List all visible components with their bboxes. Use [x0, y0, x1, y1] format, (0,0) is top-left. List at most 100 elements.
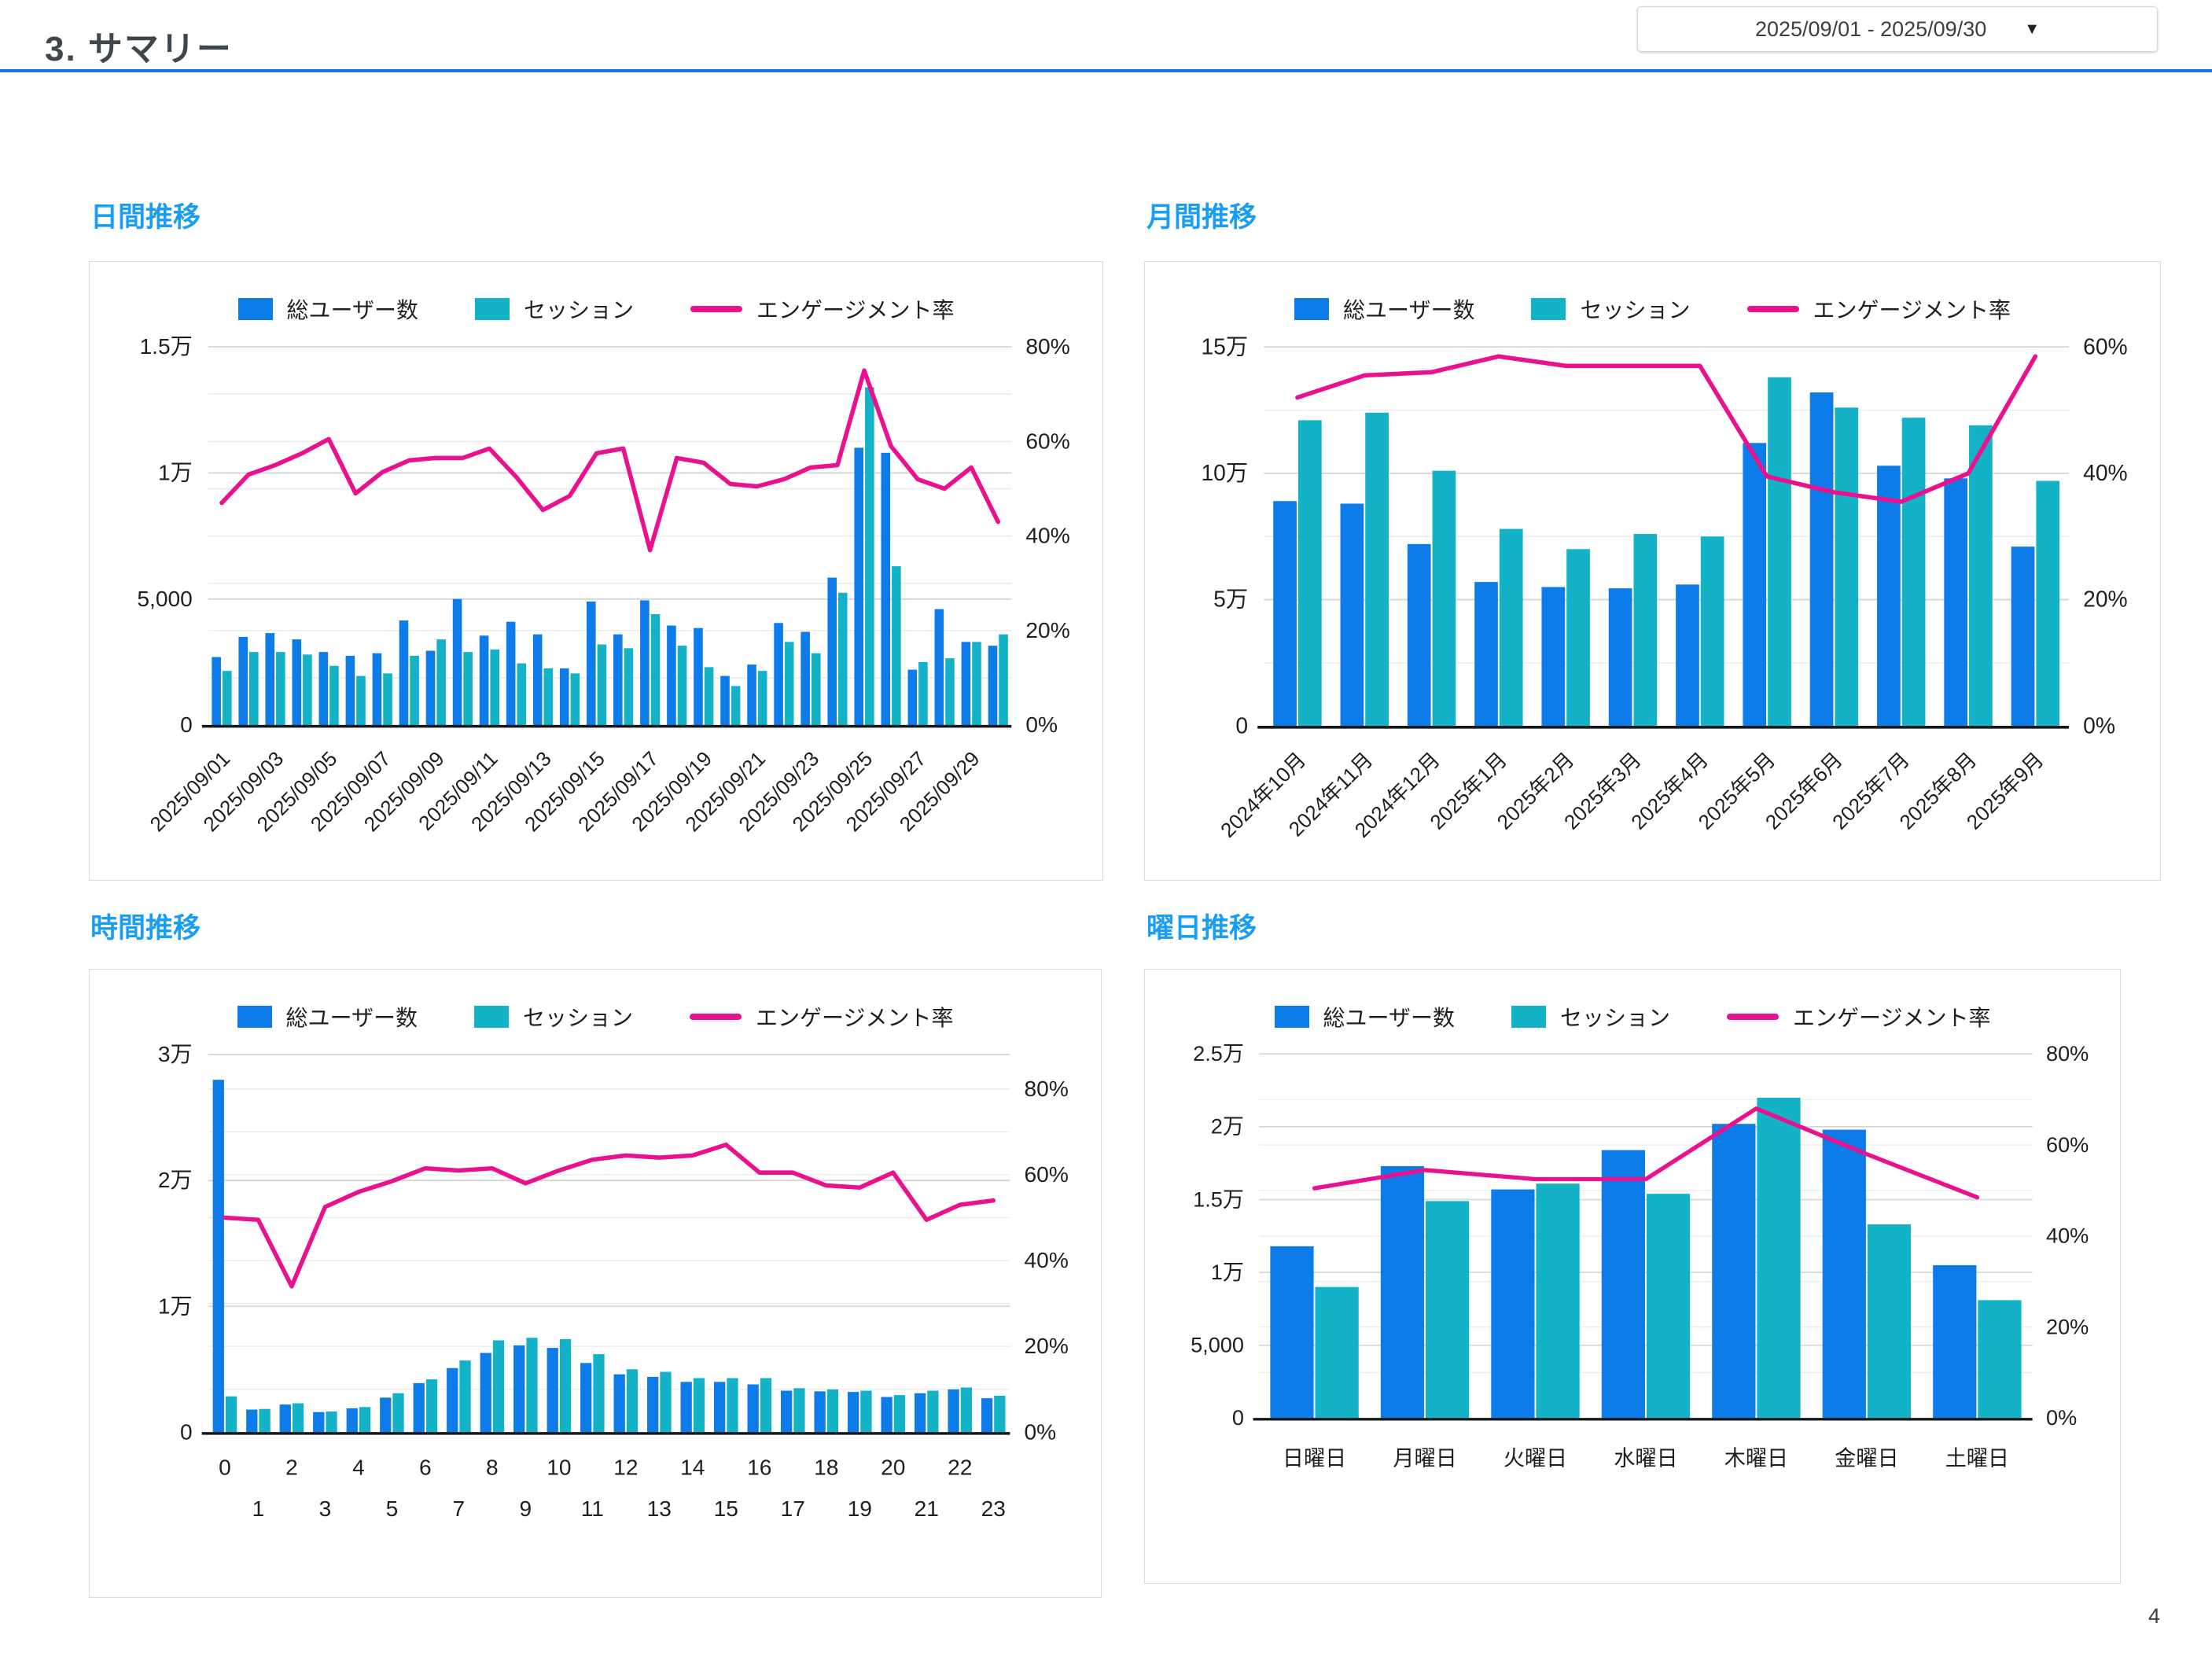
svg-text:13: 13: [647, 1496, 672, 1521]
svg-text:0: 0: [180, 1419, 193, 1444]
legend-label-users: 総ユーザー数: [1323, 1006, 1455, 1030]
svg-text:40%: 40%: [2046, 1224, 2089, 1248]
legend-item-users: 総ユーザー数: [237, 293, 418, 325]
sessions-swatch-icon: [1531, 298, 1566, 320]
hourly-chart-card: 総ユーザー数 セッション エンゲージメント率 0 1万 2万 3万 0% 20% 40% 60…: [89, 969, 1102, 1598]
svg-text:2万: 2万: [1211, 1114, 1244, 1139]
legend-item-sessions: セッション: [1511, 1001, 1670, 1032]
svg-text:11: 11: [581, 1496, 604, 1521]
legend-item-users: 総ユーザー数: [1274, 1001, 1455, 1032]
monthly-chart-card: 総ユーザー数 セッション エンゲージメント率 0 5万 10万 15万 0% 20% 40%…: [1144, 261, 2161, 881]
svg-text:5,000: 5,000: [1191, 1332, 1244, 1356]
legend-label-sessions: セッション: [522, 1006, 633, 1030]
page-title: 3. サマリー: [45, 30, 233, 68]
svg-text:1.5万: 1.5万: [1193, 1187, 1244, 1211]
daily-chart-legend: 総ユーザー数 セッション エンゲージメント率: [90, 292, 1102, 326]
svg-text:6: 6: [419, 1456, 432, 1480]
svg-text:0%: 0%: [1025, 712, 1058, 737]
svg-text:1万: 1万: [1211, 1260, 1244, 1284]
legend-item-users: 総ユーザー数: [237, 1001, 418, 1032]
svg-text:12: 12: [613, 1456, 638, 1480]
svg-text:9: 9: [520, 1496, 532, 1521]
date-range-value: 2025/09/01 - 2025/09/30: [1754, 17, 1987, 41]
date-range-selector[interactable]: 2025/09/01 - 2025/09/30 ▼: [1637, 6, 2158, 52]
legend-label-sessions: セッション: [1580, 298, 1691, 322]
svg-text:80%: 80%: [2046, 1041, 2089, 1066]
legend-item-users: 総ユーザー数: [1294, 293, 1474, 325]
svg-text:18: 18: [814, 1456, 838, 1480]
legend-label-sessions: セッション: [1559, 1006, 1670, 1030]
engagement-line-swatch-icon: [1746, 306, 1799, 312]
legend-label-engagement: エンゲージメント率: [756, 298, 955, 322]
svg-text:0%: 0%: [2046, 1405, 2077, 1430]
svg-text:40%: 40%: [1025, 1248, 1069, 1272]
sessions-swatch-icon: [474, 298, 510, 320]
svg-text:8: 8: [486, 1456, 499, 1480]
svg-text:10万: 10万: [1201, 460, 1248, 485]
chevron-down-icon: ▼: [2024, 20, 2041, 38]
section-title-weekday: 曜日推移: [1146, 913, 1257, 944]
hourly-chart-canvas: 01万2万3万0%20%40%60%80%0123456789101112131…: [158, 1042, 1069, 1521]
svg-text:1.5万: 1.5万: [140, 333, 193, 359]
svg-text:4: 4: [352, 1456, 365, 1480]
header-divider: [0, 69, 2212, 72]
svg-text:20%: 20%: [1025, 1334, 1069, 1358]
svg-text:0%: 0%: [1025, 1419, 1057, 1444]
svg-text:16: 16: [747, 1456, 771, 1480]
svg-text:0: 0: [219, 1456, 231, 1480]
svg-text:20: 20: [881, 1456, 905, 1480]
legend-label-engagement: エンゲージメント率: [756, 1006, 954, 1030]
page-number: 4: [2148, 1604, 2160, 1628]
svg-text:60%: 60%: [1025, 428, 1069, 453]
users-swatch-icon: [237, 298, 273, 320]
svg-text:木曜日: 木曜日: [1724, 1445, 1788, 1470]
sessions-swatch-icon: [473, 1006, 509, 1028]
legend-label-users: 総ユーザー数: [285, 1006, 418, 1030]
users-swatch-icon: [1294, 298, 1330, 320]
svg-text:火曜日: 火曜日: [1503, 1445, 1567, 1470]
svg-text:2万: 2万: [158, 1168, 193, 1192]
svg-text:80%: 80%: [1025, 1077, 1069, 1101]
svg-text:60%: 60%: [2046, 1132, 2089, 1157]
svg-text:20%: 20%: [1025, 617, 1069, 642]
legend-item-engagement: エンゲージメント率: [1746, 293, 2011, 325]
svg-text:5,000: 5,000: [137, 586, 192, 611]
weekday-chart-legend: 総ユーザー数 セッション エンゲージメント率: [1145, 999, 2120, 1034]
daily-chart-canvas: 05,0001万1.5万0%20%40%60%80%2025/09/012025…: [137, 333, 1069, 836]
legend-item-engagement: エンゲージメント率: [690, 1001, 953, 1032]
svg-text:17: 17: [781, 1496, 805, 1521]
engagement-line-swatch-icon: [1727, 1014, 1779, 1020]
svg-text:1万: 1万: [158, 460, 193, 485]
legend-label-sessions: セッション: [523, 298, 634, 322]
svg-text:0: 0: [1232, 1405, 1244, 1430]
svg-text:3: 3: [319, 1496, 332, 1521]
engagement-line-swatch-icon: [690, 1014, 742, 1020]
svg-text:15万: 15万: [1201, 333, 1248, 359]
svg-text:15: 15: [714, 1496, 738, 1521]
daily-chart-card: 総ユーザー数 セッション エンゲージメント率 0 5,000 1万 1.5万 0% 20%…: [89, 261, 1103, 881]
svg-text:40%: 40%: [2083, 460, 2128, 485]
svg-text:5: 5: [386, 1496, 399, 1521]
svg-text:21: 21: [915, 1496, 939, 1521]
legend-item-sessions: セッション: [474, 293, 634, 325]
legend-item-engagement: エンゲージメント率: [1727, 1001, 1990, 1032]
section-title-monthly: 月間推移: [1146, 202, 1257, 233]
svg-text:10: 10: [547, 1456, 571, 1480]
svg-text:20%: 20%: [2083, 587, 2128, 612]
legend-label-engagement: エンゲージメント率: [1813, 298, 2011, 322]
users-swatch-icon: [1274, 1006, 1309, 1028]
legend-label-users: 総ユーザー数: [286, 298, 418, 322]
svg-text:日曜日: 日曜日: [1283, 1445, 1346, 1470]
monthly-chart-legend: 総ユーザー数 セッション エンゲージメント率: [1145, 292, 2160, 326]
svg-text:月曜日: 月曜日: [1393, 1445, 1456, 1470]
legend-item-sessions: セッション: [473, 1001, 633, 1032]
engagement-line-swatch-icon: [690, 306, 742, 312]
legend-label-users: 総ユーザー数: [1343, 298, 1475, 322]
svg-text:0%: 0%: [2083, 712, 2115, 738]
svg-text:40%: 40%: [1025, 523, 1069, 548]
svg-text:60%: 60%: [2083, 333, 2128, 359]
svg-text:14: 14: [680, 1456, 705, 1480]
legend-item-sessions: セッション: [1531, 293, 1691, 325]
monthly-chart-canvas: 05万10万15万0%20%40%60%2024年10月2024年11月2024…: [1201, 333, 2128, 842]
section-title-hourly: 時間推移: [90, 913, 201, 944]
